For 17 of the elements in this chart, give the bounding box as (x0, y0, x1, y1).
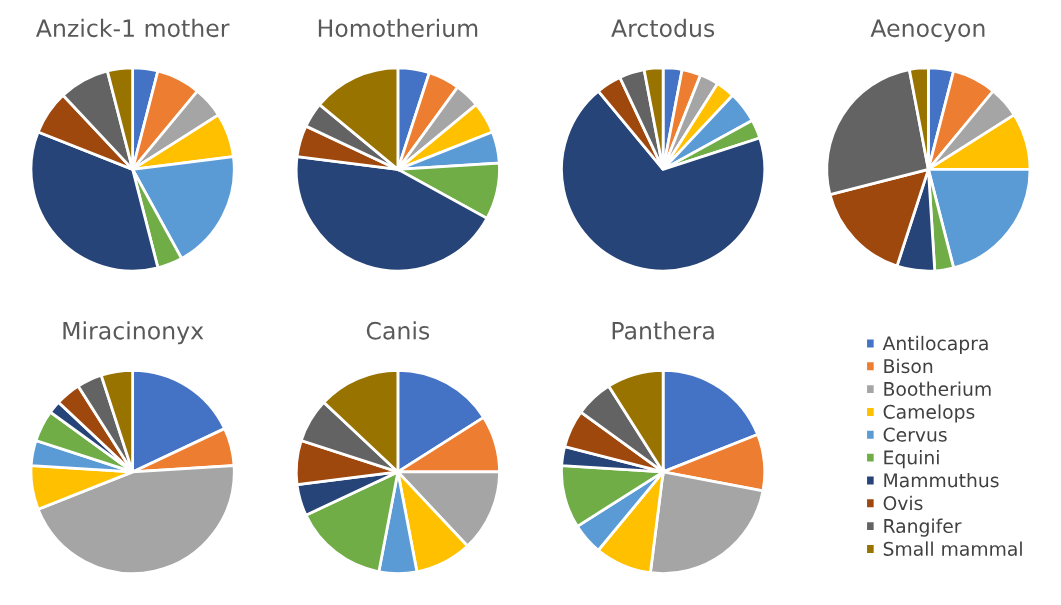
legend-label: Ovis (883, 495, 923, 511)
legend-label: Antilocapra (882, 335, 988, 355)
legend-label: Mammuthus (884, 472, 999, 488)
chart-title: Anzick-1 mother (35, 18, 230, 38)
legend-label: Cervus (883, 427, 947, 442)
legend-label: Equini (884, 450, 939, 469)
chart-title: Aenocyon (870, 19, 985, 42)
legend-label: Small mammal (883, 541, 1022, 556)
chart-title: Panthera (612, 321, 714, 340)
chart-title: Homotherium (318, 18, 478, 38)
legend-label: Bootherium (884, 381, 991, 397)
chart-title: Miracinonyx (63, 321, 204, 345)
chart-title: Arctodus (611, 18, 715, 38)
legend-label: Bison (884, 358, 933, 374)
legend-label: Camelops (883, 404, 975, 423)
chart-title: Canis (366, 321, 430, 340)
legend-label: Rangifer (884, 518, 962, 537)
